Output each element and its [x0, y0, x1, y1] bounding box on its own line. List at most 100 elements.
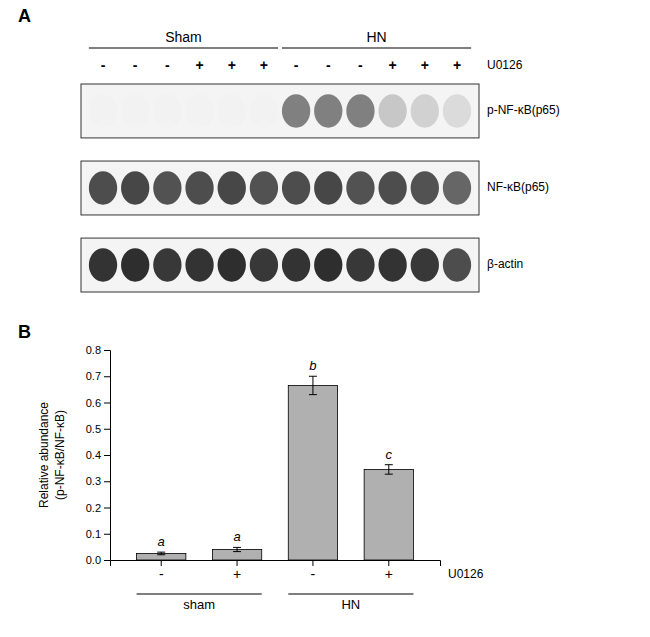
- lane-label: -: [294, 57, 299, 73]
- band: [185, 171, 213, 204]
- band: [250, 248, 278, 281]
- y-tick: 0.4: [86, 449, 110, 461]
- lane-label: -: [326, 57, 331, 73]
- group-line: [282, 47, 471, 48]
- figure: AShamHN---+++---+++U0126p-NF-κB(p65)NF-κ…: [0, 0, 650, 637]
- lane-label: -: [133, 57, 138, 73]
- x-axis-title: U0126: [487, 58, 523, 72]
- group-label: Sham: [165, 29, 202, 45]
- y-tick-label: 0.7: [86, 370, 101, 382]
- band: [346, 94, 374, 127]
- y-tick-mark: [104, 403, 110, 404]
- lane-label: -: [165, 57, 170, 73]
- y-tick-mark: [104, 376, 110, 377]
- y-tick-label: 0.2: [86, 502, 101, 514]
- band: [153, 171, 181, 204]
- lane-label: -: [101, 57, 106, 73]
- band: [411, 94, 439, 127]
- band: [346, 171, 374, 204]
- band: [218, 171, 246, 204]
- bar: [364, 469, 413, 560]
- x-axis-title: U0126: [448, 567, 484, 581]
- stat-label: a: [233, 529, 240, 544]
- y-tick-mark: [104, 508, 110, 509]
- y-tick-mark: [104, 534, 110, 535]
- band: [282, 171, 310, 204]
- band: [378, 248, 406, 281]
- band: [314, 94, 342, 127]
- group-label: HN: [341, 597, 360, 612]
- y-axis-title: Relative abundance: [37, 402, 51, 508]
- x-tick-label: +: [385, 566, 393, 582]
- band: [378, 94, 406, 127]
- band: [218, 94, 246, 127]
- y-tick: 0.2: [86, 502, 110, 514]
- band: [282, 248, 310, 281]
- blot-row: [81, 84, 479, 138]
- error-bar: [309, 376, 317, 394]
- band: [314, 171, 342, 204]
- band: [185, 248, 213, 281]
- lane-label: -: [358, 57, 363, 73]
- y-tick: 0.3: [86, 475, 110, 487]
- blot-row: [81, 238, 479, 292]
- error-bar: [385, 465, 393, 474]
- error-bar: [233, 547, 241, 551]
- y-tick: 0.0: [86, 554, 110, 566]
- x-tick-label: +: [233, 566, 241, 582]
- stat-label: b: [309, 358, 316, 373]
- y-tick-mark: [104, 350, 110, 351]
- x-tick: -: [159, 560, 164, 582]
- y-tick: 0.7: [86, 370, 110, 382]
- y-axis-title: (p-NF-κB/NF-κB): [53, 410, 67, 500]
- panel-title: B: [18, 322, 31, 342]
- band: [218, 248, 246, 281]
- band: [153, 94, 181, 127]
- blot-panel: AShamHN---+++---+++U0126p-NF-κB(p65)NF-κ…: [18, 6, 560, 292]
- y-tick: 0.8: [86, 344, 110, 356]
- panel-title: A: [18, 6, 31, 26]
- y-axis-line: [104, 351, 111, 561]
- bar-panel: B0.00.10.20.30.40.50.60.70.8-+-+aabcU012…: [18, 322, 484, 612]
- y-tick-label: 0.4: [86, 449, 101, 461]
- y-axis: 0.00.10.20.30.40.50.60.70.8: [86, 344, 111, 566]
- band: [378, 171, 406, 204]
- band: [89, 248, 117, 281]
- band: [443, 248, 471, 281]
- band: [153, 248, 181, 281]
- group-label: HN: [366, 29, 386, 45]
- y-tick-mark: [104, 560, 110, 561]
- plot-area: [137, 376, 414, 560]
- blot-row: [81, 161, 479, 215]
- group-label: sham: [183, 597, 215, 612]
- band: [121, 248, 149, 281]
- lane-label: +: [195, 57, 203, 73]
- lane-label: +: [228, 57, 236, 73]
- y-tick-label: 0.5: [86, 423, 101, 435]
- group-bracket: [137, 593, 262, 594]
- x-axis: - + - +: [111, 560, 441, 582]
- band: [121, 171, 149, 204]
- row-label: β-actin: [487, 257, 523, 271]
- band: [250, 94, 278, 127]
- x-tick: +: [385, 560, 393, 582]
- lane-label: +: [389, 57, 397, 73]
- band: [250, 171, 278, 204]
- y-tick-label: 0.0: [86, 554, 101, 566]
- lane-label: +: [260, 57, 268, 73]
- lane-label: +: [453, 57, 461, 73]
- band: [282, 94, 310, 127]
- y-tick: 0.5: [86, 423, 110, 435]
- error-bar: [157, 552, 165, 555]
- y-tick-label: 0.8: [86, 344, 101, 356]
- x-tick: -: [311, 560, 316, 582]
- y-tick-mark: [104, 429, 110, 430]
- band: [443, 94, 471, 127]
- band: [411, 171, 439, 204]
- band: [314, 248, 342, 281]
- band: [346, 248, 374, 281]
- group-bracket: [288, 593, 413, 594]
- band: [185, 94, 213, 127]
- y-tick-label: 0.6: [86, 397, 101, 409]
- y-tick-mark: [104, 455, 110, 456]
